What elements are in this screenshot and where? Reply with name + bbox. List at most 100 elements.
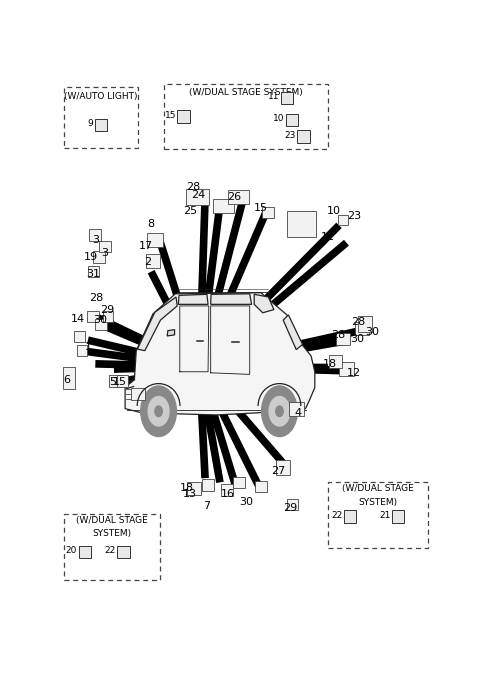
Polygon shape (211, 294, 252, 304)
FancyBboxPatch shape (328, 482, 428, 548)
Text: 18: 18 (323, 359, 337, 369)
Text: 12: 12 (347, 368, 361, 378)
Text: 16: 16 (220, 489, 234, 499)
FancyBboxPatch shape (79, 546, 91, 558)
FancyBboxPatch shape (147, 233, 163, 247)
FancyBboxPatch shape (99, 241, 110, 252)
Text: 28: 28 (89, 293, 104, 303)
Text: 3: 3 (92, 235, 99, 245)
Text: 8: 8 (147, 220, 155, 229)
Text: 26: 26 (227, 192, 241, 202)
Text: 6: 6 (63, 375, 70, 384)
Text: 2: 2 (144, 257, 151, 267)
FancyBboxPatch shape (93, 251, 105, 263)
FancyBboxPatch shape (146, 254, 160, 268)
FancyBboxPatch shape (339, 362, 354, 376)
FancyBboxPatch shape (338, 215, 348, 225)
FancyBboxPatch shape (63, 367, 75, 389)
Polygon shape (178, 294, 208, 304)
FancyBboxPatch shape (281, 92, 293, 105)
Text: (W/DUAL STAGE: (W/DUAL STAGE (342, 484, 414, 493)
FancyBboxPatch shape (288, 211, 316, 237)
Text: 5: 5 (109, 378, 116, 387)
FancyBboxPatch shape (221, 484, 233, 496)
Text: 15: 15 (165, 111, 176, 120)
FancyBboxPatch shape (109, 376, 121, 387)
Text: 10: 10 (273, 114, 284, 123)
Text: 17: 17 (139, 241, 153, 252)
Text: 22: 22 (331, 511, 342, 520)
FancyBboxPatch shape (88, 266, 99, 278)
Text: 20: 20 (66, 547, 77, 555)
FancyBboxPatch shape (228, 189, 249, 204)
FancyBboxPatch shape (95, 118, 107, 131)
Polygon shape (283, 315, 302, 350)
Text: 30: 30 (350, 334, 364, 344)
FancyBboxPatch shape (87, 311, 99, 322)
Text: 27: 27 (272, 466, 286, 476)
FancyBboxPatch shape (118, 546, 130, 558)
FancyBboxPatch shape (329, 355, 342, 367)
FancyBboxPatch shape (186, 189, 209, 205)
FancyBboxPatch shape (289, 402, 304, 416)
Text: 18: 18 (180, 483, 194, 492)
Text: SYSTEM): SYSTEM) (359, 498, 397, 507)
Text: 28: 28 (186, 183, 200, 192)
Text: 4: 4 (295, 408, 301, 418)
Text: (W/DUAL STAGE SYSTEM): (W/DUAL STAGE SYSTEM) (189, 88, 303, 97)
FancyBboxPatch shape (287, 499, 298, 510)
FancyBboxPatch shape (117, 376, 129, 387)
Circle shape (155, 406, 162, 417)
Circle shape (276, 406, 283, 417)
Circle shape (141, 386, 177, 436)
FancyBboxPatch shape (95, 319, 107, 330)
Polygon shape (137, 297, 177, 351)
FancyBboxPatch shape (355, 322, 369, 335)
Text: 31: 31 (86, 269, 100, 279)
Text: 24: 24 (191, 190, 205, 200)
FancyBboxPatch shape (344, 510, 356, 523)
FancyBboxPatch shape (77, 345, 87, 356)
Text: 7: 7 (204, 501, 211, 511)
FancyBboxPatch shape (358, 317, 372, 332)
Text: 15: 15 (113, 378, 127, 387)
FancyBboxPatch shape (89, 229, 101, 241)
Polygon shape (167, 330, 175, 336)
FancyBboxPatch shape (64, 88, 138, 148)
FancyBboxPatch shape (233, 477, 244, 488)
FancyBboxPatch shape (202, 479, 214, 491)
Text: (W/DUAL STAGE: (W/DUAL STAGE (76, 516, 148, 525)
Text: 11: 11 (321, 233, 335, 242)
Text: 15: 15 (254, 203, 268, 213)
Text: 19: 19 (84, 252, 97, 262)
FancyBboxPatch shape (131, 388, 145, 399)
Text: 11: 11 (268, 92, 279, 101)
FancyBboxPatch shape (178, 110, 190, 123)
Circle shape (262, 386, 297, 436)
FancyBboxPatch shape (276, 460, 290, 475)
Text: 22: 22 (105, 547, 116, 555)
FancyBboxPatch shape (392, 510, 405, 523)
Polygon shape (125, 293, 315, 415)
Text: 13: 13 (183, 489, 197, 499)
Text: 30: 30 (365, 327, 380, 337)
FancyBboxPatch shape (263, 207, 274, 218)
Text: 23: 23 (284, 131, 296, 140)
Circle shape (148, 397, 169, 426)
FancyBboxPatch shape (64, 514, 160, 580)
FancyBboxPatch shape (103, 311, 113, 321)
Text: (W/AUTO LIGHT): (W/AUTO LIGHT) (64, 92, 138, 101)
Text: 28: 28 (331, 330, 346, 340)
Text: 28: 28 (351, 317, 365, 327)
FancyBboxPatch shape (164, 83, 328, 150)
Text: 30: 30 (239, 497, 253, 508)
Text: 1: 1 (84, 342, 91, 352)
FancyBboxPatch shape (74, 330, 85, 342)
Text: 21: 21 (379, 511, 390, 520)
Text: 25: 25 (183, 206, 197, 216)
FancyBboxPatch shape (297, 130, 310, 143)
Text: 29: 29 (100, 304, 115, 315)
FancyBboxPatch shape (336, 333, 349, 345)
Text: 10: 10 (326, 206, 340, 216)
FancyBboxPatch shape (213, 199, 234, 213)
